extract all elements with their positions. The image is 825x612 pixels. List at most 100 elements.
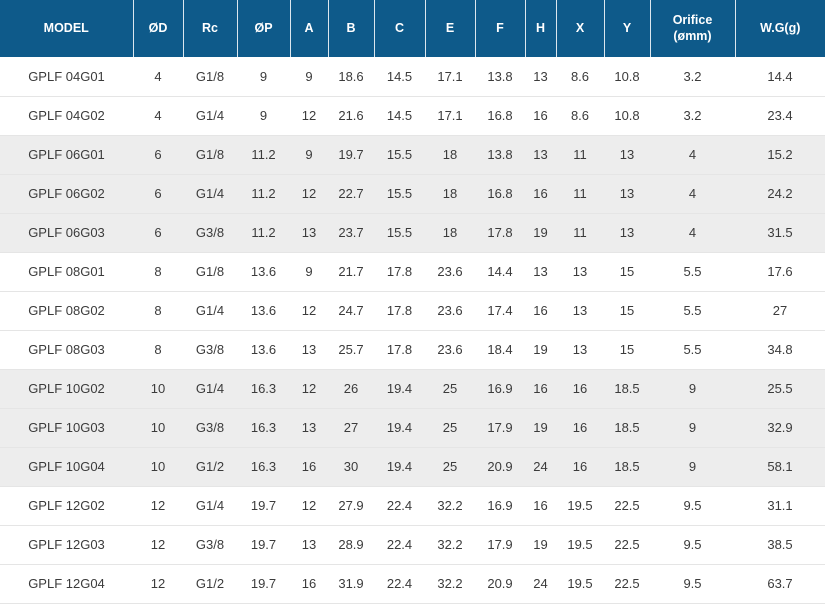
cell-model: GPLF 06G02 [0, 174, 133, 214]
cell-f: 13.8 [475, 135, 525, 175]
table-row: GPLF 10G04 10 G1/2 16.3 16 30 19.4 25 20.9 24 16 18… [0, 447, 825, 487]
cell-op: 16.3 [237, 447, 290, 487]
cell-orifice: 5.5 [650, 252, 735, 292]
cell-c: 14.5 [374, 57, 425, 97]
cell-orifice: 4 [650, 213, 735, 253]
cell-model: GPLF 08G03 [0, 330, 133, 370]
cell-e: 18 [425, 135, 475, 175]
cell-c: 17.8 [374, 252, 425, 292]
cell-b: 21.6 [328, 96, 374, 136]
cell-model: GPLF 10G03 [0, 408, 133, 448]
cell-e: 32.2 [425, 525, 475, 565]
cell-c: 14.5 [374, 96, 425, 136]
cell-rc: G3/8 [183, 213, 237, 253]
cell-c: 19.4 [374, 408, 425, 448]
cell-x: 19.5 [556, 525, 604, 565]
cell-od: 8 [133, 330, 183, 370]
table-row: GPLF 04G01 4 G1/8 9 9 18.6 14.5 17.1 13.8 13 8.6 10… [0, 57, 825, 97]
cell-rc: G1/8 [183, 135, 237, 175]
cell-c: 22.4 [374, 486, 425, 526]
cell-wg: 14.4 [735, 57, 825, 97]
cell-wg: 34.8 [735, 330, 825, 370]
cell-c: 15.5 [374, 135, 425, 175]
cell-y: 13 [604, 174, 650, 214]
cell-od: 6 [133, 213, 183, 253]
cell-h: 16 [525, 369, 556, 409]
cell-op: 19.7 [237, 486, 290, 526]
cell-x: 16 [556, 447, 604, 487]
cell-od: 12 [133, 564, 183, 604]
cell-od: 8 [133, 252, 183, 292]
cell-y: 22.5 [604, 564, 650, 604]
cell-f: 20.9 [475, 564, 525, 604]
cell-od: 10 [133, 408, 183, 448]
cell-h: 24 [525, 564, 556, 604]
cell-orifice: 3.2 [650, 96, 735, 136]
cell-orifice: 9 [650, 408, 735, 448]
cell-c: 22.4 [374, 525, 425, 565]
cell-rc: G1/2 [183, 564, 237, 604]
cell-a: 12 [290, 291, 328, 331]
cell-op: 13.6 [237, 252, 290, 292]
cell-y: 15 [604, 330, 650, 370]
cell-orifice: 9 [650, 447, 735, 487]
column-header-h: H [524, 0, 556, 57]
cell-orifice: 9.5 [650, 564, 735, 604]
cell-a: 9 [290, 135, 328, 175]
cell-h: 19 [525, 525, 556, 565]
column-header-op: ØP [236, 0, 290, 57]
column-header-e: E [424, 0, 475, 57]
column-header-x: X [555, 0, 604, 57]
cell-model: GPLF 04G02 [0, 96, 133, 136]
cell-a: 13 [290, 213, 328, 253]
cell-f: 16.8 [475, 96, 525, 136]
cell-f: 13.8 [475, 57, 525, 97]
cell-orifice: 9 [650, 369, 735, 409]
column-header-c: C [373, 0, 425, 57]
table-row: GPLF 08G01 8 G1/8 13.6 9 21.7 17.8 23.6 14.4 13 13… [0, 252, 825, 292]
cell-orifice: 5.5 [650, 330, 735, 370]
cell-rc: G3/8 [183, 525, 237, 565]
cell-b: 30 [328, 447, 374, 487]
cell-e: 25 [425, 408, 475, 448]
cell-od: 12 [133, 525, 183, 565]
cell-od: 6 [133, 135, 183, 175]
cell-f: 18.4 [475, 330, 525, 370]
table-row: GPLF 12G02 12 G1/4 19.7 12 27.9 22.4 32.2 16.9 16… [0, 486, 825, 526]
cell-wg: 27 [735, 291, 825, 331]
cell-a: 13 [290, 330, 328, 370]
cell-c: 22.4 [374, 564, 425, 604]
cell-h: 16 [525, 486, 556, 526]
cell-b: 27 [328, 408, 374, 448]
cell-f: 17.8 [475, 213, 525, 253]
cell-c: 19.4 [374, 447, 425, 487]
cell-model: GPLF 12G02 [0, 486, 133, 526]
cell-h: 16 [525, 174, 556, 214]
cell-wg: 58.1 [735, 447, 825, 487]
cell-op: 9 [237, 96, 290, 136]
cell-h: 16 [525, 291, 556, 331]
cell-y: 18.5 [604, 447, 650, 487]
cell-op: 19.7 [237, 564, 290, 604]
cell-rc: G1/4 [183, 369, 237, 409]
cell-y: 10.8 [604, 96, 650, 136]
cell-op: 11.2 [237, 135, 290, 175]
cell-c: 19.4 [374, 369, 425, 409]
cell-y: 15 [604, 252, 650, 292]
cell-a: 16 [290, 447, 328, 487]
cell-rc: G1/8 [183, 252, 237, 292]
cell-op: 16.3 [237, 369, 290, 409]
cell-c: 15.5 [374, 174, 425, 214]
cell-h: 24 [525, 447, 556, 487]
cell-od: 10 [133, 447, 183, 487]
cell-e: 18 [425, 174, 475, 214]
cell-wg: 38.5 [735, 525, 825, 565]
cell-h: 13 [525, 252, 556, 292]
cell-op: 11.2 [237, 213, 290, 253]
cell-b: 19.7 [328, 135, 374, 175]
cell-f: 14.4 [475, 252, 525, 292]
cell-a: 13 [290, 525, 328, 565]
cell-op: 19.7 [237, 525, 290, 565]
cell-x: 13 [556, 291, 604, 331]
cell-b: 26 [328, 369, 374, 409]
